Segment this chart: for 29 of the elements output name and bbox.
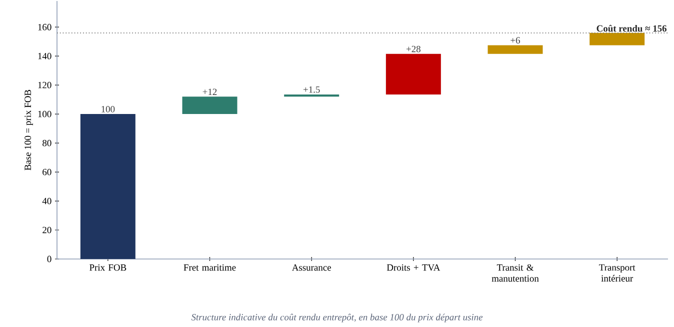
bar [284,94,340,97]
y-axis-title: Base 100 = prix FOB [24,90,33,170]
data-label: +6 [510,37,520,44]
y-tick-label: 0 [47,256,52,262]
x-tick-label: Droits + TVA [386,264,440,271]
y-tick-label: 20 [42,226,52,234]
y-tick-label: 60 [42,168,52,176]
y-tick-label: 40 [42,198,52,204]
bar [182,96,238,114]
x-tick-label: Transport intérieur [599,264,636,282]
bar [488,45,543,54]
y-tick-label: 100 [38,110,52,118]
data-label: +28 [406,46,420,52]
bar [80,114,136,259]
x-tick-label: Fret maritime [184,264,236,271]
bar [590,32,645,46]
ref-line-label: Coût rendu ≈ 156 [596,24,667,32]
y-tick-label: 120 [38,82,52,88]
y-tick-label: 80 [42,140,52,146]
data-label: 100 [102,106,115,112]
data-label: +12 [202,88,217,95]
x-tick-label: Assurance [292,264,331,271]
y-tick-label: 160 [38,24,52,30]
text: Structure indicative du coût rendu entrepôt, en base 100 du prix départ usine [191,314,483,322]
x-tick-label: Transit & manutention [492,264,539,282]
data-label: +1.5 [303,86,320,93]
y-tick-label: 140 [38,52,52,60]
x-tick-label: Prix FOB [90,264,126,271]
bar [386,54,441,94]
